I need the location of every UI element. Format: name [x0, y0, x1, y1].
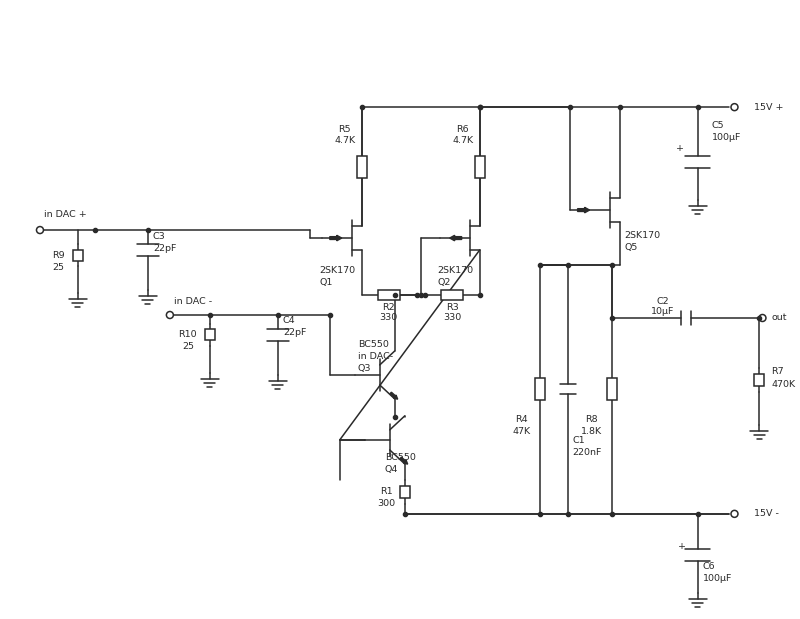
Text: R5: R5: [338, 124, 351, 134]
Text: 1.8K: 1.8K: [581, 427, 602, 436]
Text: 100μF: 100μF: [702, 574, 732, 583]
Text: C2: C2: [656, 297, 669, 306]
Text: 25: 25: [182, 342, 194, 352]
Bar: [378, 290, 400, 300]
Text: R7: R7: [771, 368, 784, 376]
Bar: [754, 374, 765, 386]
Text: +: +: [678, 542, 686, 552]
FancyArrow shape: [330, 235, 342, 241]
Text: BC550: BC550: [385, 453, 416, 462]
Bar: [73, 249, 83, 261]
Text: 15V -: 15V -: [754, 509, 779, 518]
Text: in DAC +: in DAC +: [44, 210, 86, 219]
Text: Q3: Q3: [358, 365, 371, 373]
Text: 22pF: 22pF: [153, 243, 176, 253]
Text: R10: R10: [178, 331, 197, 339]
Bar: [205, 329, 215, 340]
Text: 2SK170: 2SK170: [438, 266, 474, 275]
Bar: [441, 290, 463, 300]
Text: +: +: [675, 144, 683, 153]
Text: 15V +: 15V +: [754, 103, 784, 111]
Text: 4.7K: 4.7K: [452, 136, 474, 145]
Text: in DAC-: in DAC-: [358, 352, 393, 361]
Text: C4: C4: [283, 316, 295, 326]
Text: in DAC -: in DAC -: [174, 297, 212, 306]
FancyArrow shape: [450, 235, 462, 241]
Text: Q1: Q1: [320, 277, 333, 287]
Text: 10μF: 10μF: [651, 308, 674, 316]
Bar: [357, 155, 366, 178]
Text: BC550: BC550: [358, 340, 389, 350]
Text: C5: C5: [711, 121, 724, 129]
Text: R9: R9: [52, 251, 64, 259]
Text: 22pF: 22pF: [283, 329, 306, 337]
FancyArrow shape: [390, 392, 398, 399]
Text: R4: R4: [515, 415, 528, 425]
Bar: [474, 155, 485, 178]
Text: C1: C1: [573, 436, 586, 446]
FancyArrow shape: [400, 457, 408, 464]
Text: Q5: Q5: [625, 243, 638, 251]
Bar: [534, 378, 545, 400]
Text: R1: R1: [381, 487, 393, 496]
Text: 220nF: 220nF: [573, 448, 602, 457]
Text: Q2: Q2: [438, 277, 451, 287]
Bar: [606, 378, 617, 400]
Text: 2SK170: 2SK170: [625, 230, 661, 240]
Text: out: out: [771, 313, 787, 322]
Text: 330: 330: [380, 313, 398, 322]
Text: 470K: 470K: [771, 381, 795, 389]
Text: R3: R3: [446, 303, 459, 311]
Text: Q4: Q4: [385, 465, 398, 474]
Text: 100μF: 100μF: [711, 132, 741, 142]
Text: 4.7K: 4.7K: [334, 136, 355, 145]
Text: R8: R8: [586, 415, 598, 425]
Text: 300: 300: [378, 500, 396, 508]
Text: 47K: 47K: [513, 427, 530, 436]
FancyArrow shape: [578, 207, 590, 213]
Text: R6: R6: [456, 124, 469, 134]
Text: 25: 25: [52, 262, 64, 272]
Text: C6: C6: [702, 562, 715, 571]
Text: R2: R2: [382, 303, 395, 311]
Text: 330: 330: [443, 313, 462, 322]
Text: C3: C3: [153, 232, 166, 241]
Bar: [400, 486, 410, 498]
Text: 2SK170: 2SK170: [320, 266, 356, 275]
